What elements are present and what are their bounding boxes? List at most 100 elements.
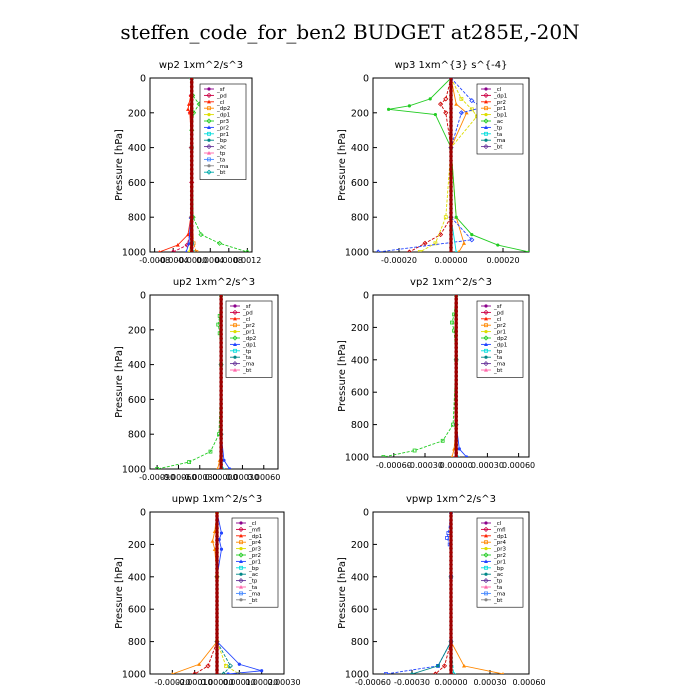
legend-marker (484, 355, 488, 359)
y-axis-label: Pressure [hPa] (337, 557, 348, 629)
x-tick-label: -0.00030 (407, 461, 443, 470)
zero-profile-point (454, 313, 459, 318)
series-point (194, 250, 199, 252)
zero-profile-point (189, 245, 194, 250)
x-tick-label: 0.0008 (215, 256, 243, 265)
series-line-4 (419, 78, 478, 252)
zero-profile-point (449, 211, 453, 215)
legend-marker (484, 125, 488, 129)
x-tick-label: 0.00000 (205, 473, 238, 482)
series-point (443, 110, 449, 116)
zero-profile-point (449, 93, 453, 98)
y-tick-label: 600 (351, 178, 369, 189)
zero-profile-point (219, 458, 223, 463)
legend-marker (484, 565, 488, 570)
series-point (501, 672, 505, 674)
zero-profile-point (449, 250, 453, 252)
zero-profile-point (454, 349, 459, 354)
legend-marker (239, 533, 243, 538)
legend-entry: _cl (493, 317, 502, 323)
legend-entry: _ma (493, 138, 505, 144)
zero-profile-point (449, 184, 453, 189)
series-line-3 (172, 512, 218, 674)
legend-marker (484, 342, 488, 346)
zero-profile-point (454, 341, 459, 346)
zero-profile-point (215, 656, 219, 660)
zero-profile-point (189, 228, 194, 233)
legend-entry: _bp (248, 566, 259, 572)
zero-profile-point (215, 623, 219, 628)
zero-profile-point (449, 219, 453, 224)
series-point (454, 215, 458, 219)
zero-profile-point (189, 237, 194, 241)
zero-profile-point (449, 546, 453, 551)
zero-profile-point (454, 325, 459, 330)
zero-profile-point (449, 599, 453, 603)
legend-marker (484, 585, 488, 589)
zero-profile-point (215, 643, 219, 648)
zero-profile-point (449, 119, 453, 124)
legend-marker (232, 361, 238, 367)
series-point (450, 320, 454, 325)
zero-profile-point (219, 462, 223, 467)
legend-entry: _pd (493, 310, 504, 316)
zero-profile-point (449, 202, 453, 206)
series-point (216, 467, 219, 469)
zero-profile-point (449, 180, 453, 185)
zero-profile-point (189, 176, 194, 180)
zero-profile-point (454, 358, 459, 362)
series-point (226, 672, 230, 674)
zero-profile-point (189, 89, 194, 93)
legend-entry: _pr4 (248, 540, 262, 546)
legend-entry: _dp1 (216, 113, 230, 119)
legend-marker (207, 164, 211, 168)
zero-profile-point (215, 660, 219, 664)
series-point (428, 97, 432, 101)
legend-marker (483, 578, 489, 584)
legend: _cl_mfl_dp1_pr4_pr3_pr2_pr1_bp_ac_tp_ta_… (231, 517, 279, 608)
x-tick-label: 0.00000 (434, 678, 467, 687)
legend-entry: _pr1 (493, 106, 506, 112)
zero-profile-point (449, 163, 453, 167)
zero-profile-point (189, 128, 194, 132)
zero-profile-point (454, 434, 459, 439)
zero-profile-point (189, 141, 194, 146)
series-line-4 (385, 512, 452, 674)
series-point (221, 671, 227, 674)
y-tick-label: 0 (140, 508, 146, 519)
zero-profile-point (219, 388, 223, 393)
y-tick-label: 0 (140, 291, 146, 302)
legend-marker (207, 125, 211, 129)
legend-entry: _ac (493, 572, 503, 578)
legend-marker (207, 157, 211, 162)
legend-marker (239, 585, 243, 589)
zero-profile-point (449, 591, 453, 595)
zero-profile-point (454, 366, 459, 370)
zero-profile-point (219, 319, 223, 323)
series-point (219, 531, 224, 535)
x-tick-label: 0.00000 (200, 678, 233, 687)
zero-profile-point (449, 562, 453, 567)
legend-entry: _bp (216, 138, 227, 144)
legend-entry: _tp (242, 349, 252, 355)
zero-profile-point (215, 639, 219, 644)
series-point (198, 232, 204, 238)
zero-profile-point (189, 150, 194, 154)
legend-marker (206, 92, 212, 98)
x-tick-label: -0.0008 (139, 256, 170, 265)
zero-profile-point (219, 323, 223, 328)
series-point (224, 664, 228, 668)
chart-panel-2: wp3 1xm^{3} s^{-4} Pressure [hPa] 0 200 400 6… (337, 60, 530, 265)
legend-entry: _pr1 (493, 559, 506, 565)
zero-profile-point (189, 171, 194, 176)
legend-entry: _ta (493, 585, 502, 591)
zero-profile-point (219, 306, 223, 310)
zero-profile-point (219, 345, 223, 350)
zero-profile-point (219, 301, 223, 306)
legend-box (199, 83, 247, 180)
zero-profile-point (215, 607, 219, 611)
series-point (412, 448, 417, 453)
zero-profile-point (189, 132, 194, 137)
legend-entry: _mfl (248, 527, 261, 533)
